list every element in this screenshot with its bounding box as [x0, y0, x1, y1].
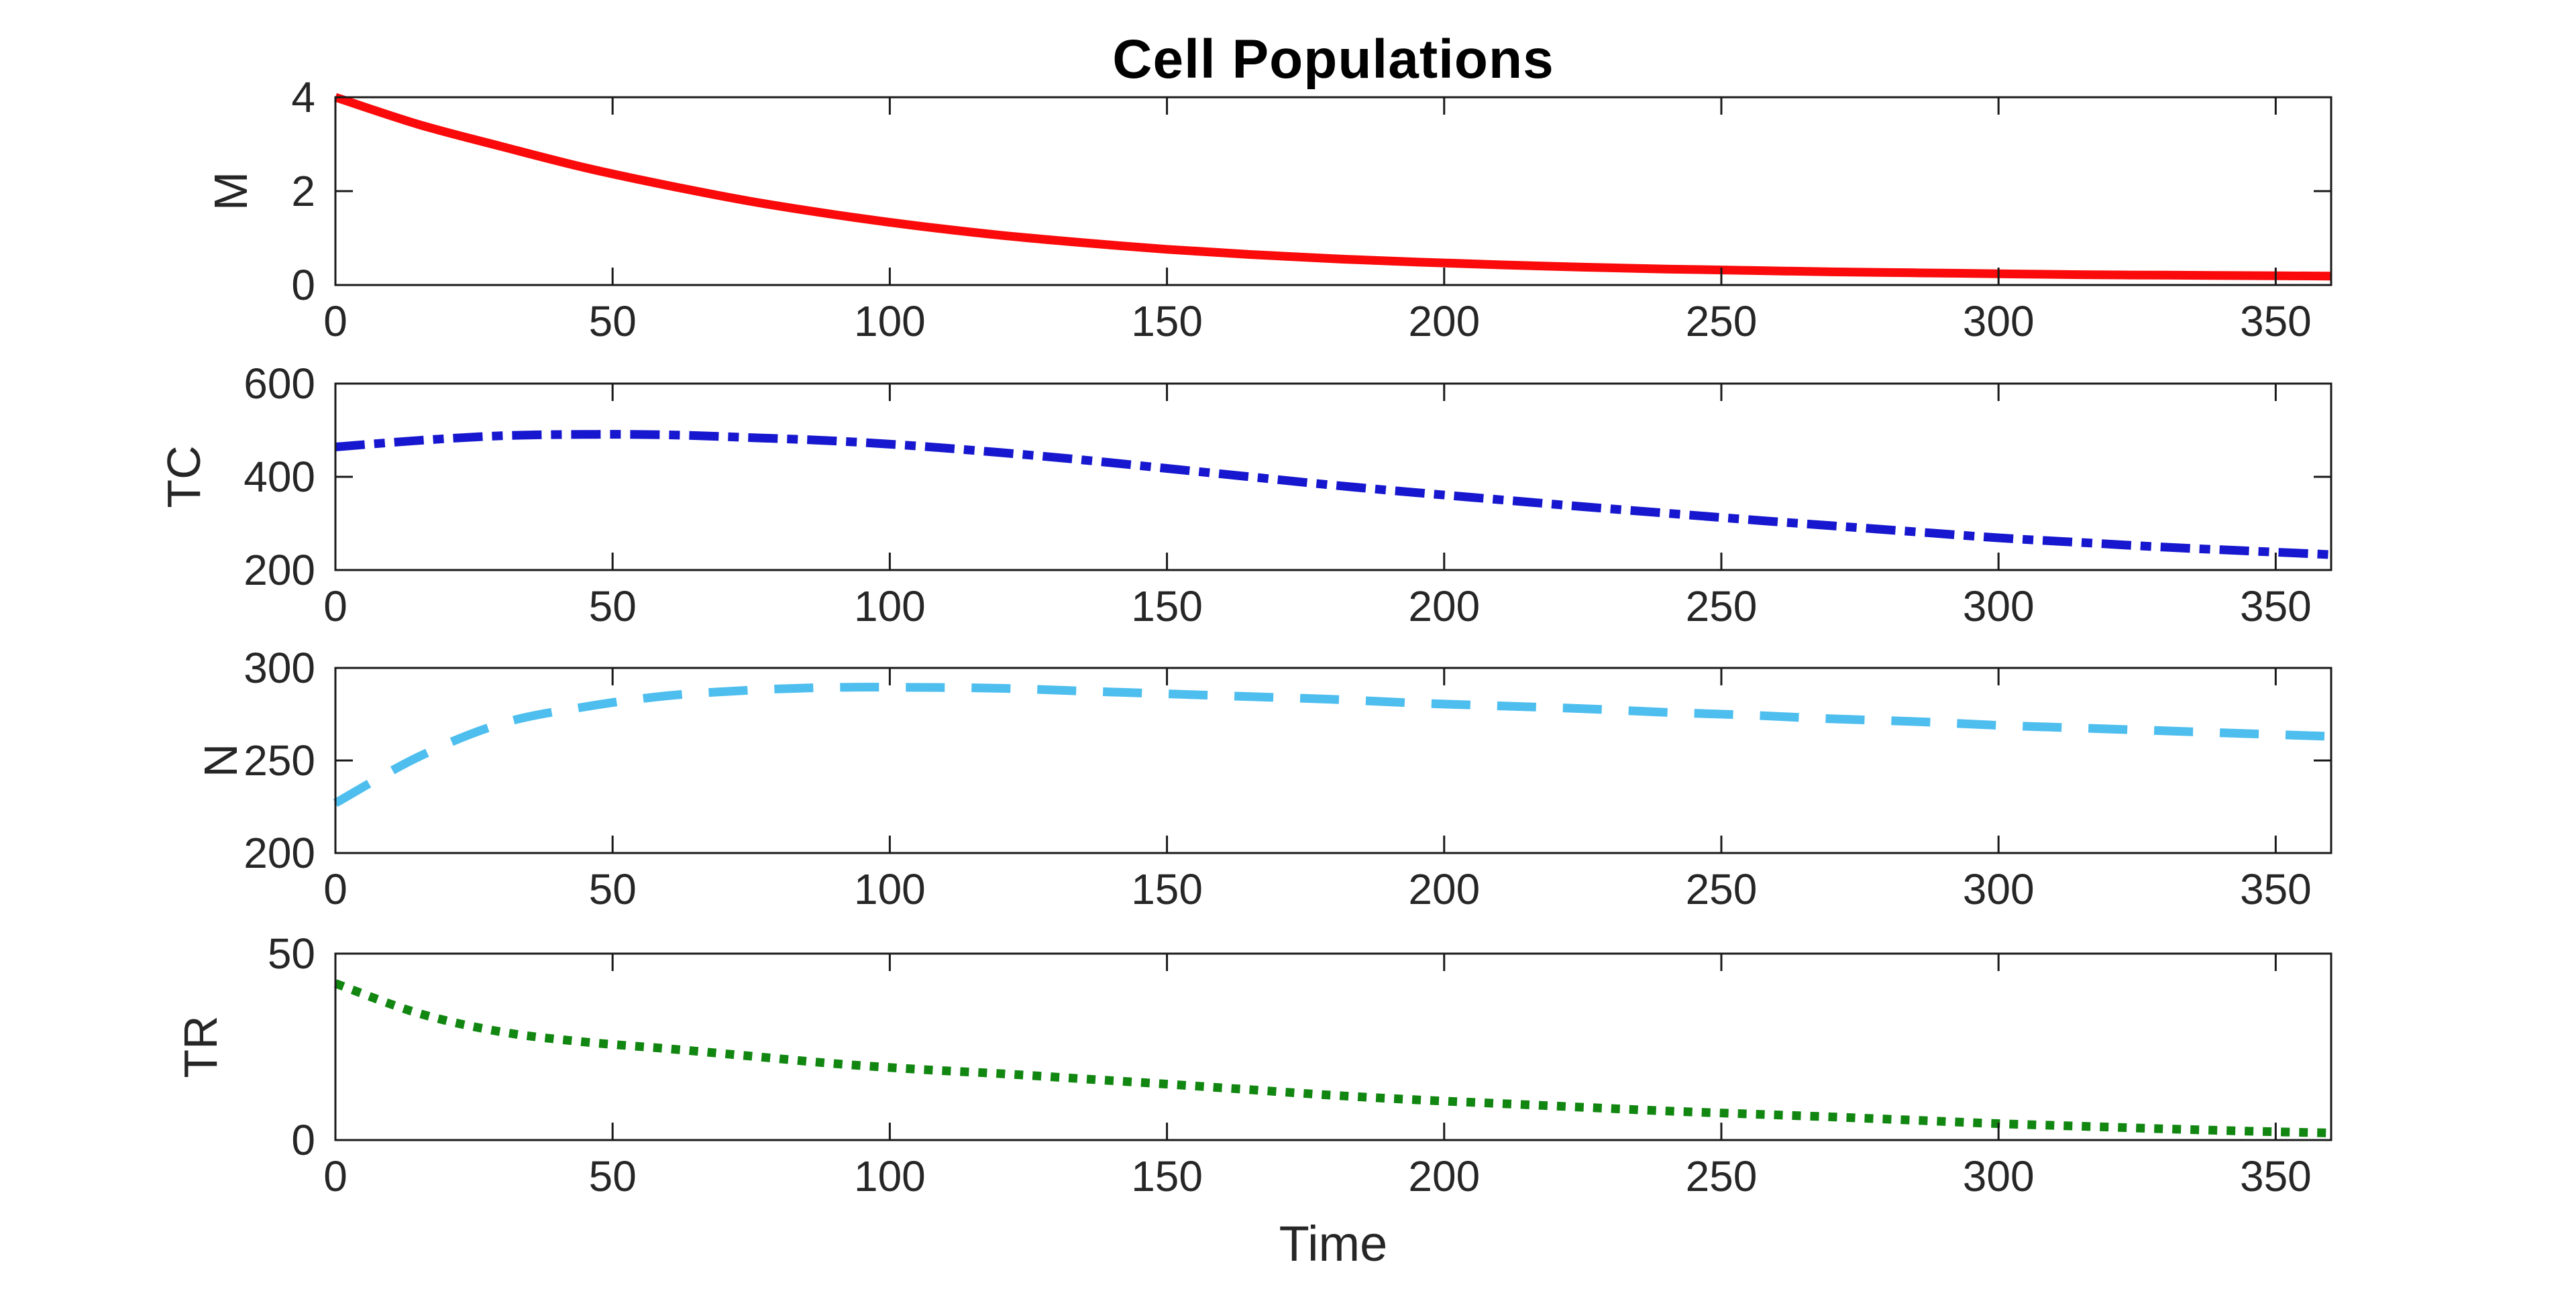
curve-M: [333, 93, 2332, 281]
y-tick-label: 0: [291, 1116, 315, 1164]
y-tick-label: 2: [291, 167, 315, 215]
x-tick-label: 100: [853, 865, 926, 913]
subplot-TR: [333, 952, 2332, 1141]
subplot-TC: [334, 382, 2332, 571]
x-tick-label: 350: [2239, 297, 2312, 345]
x-tick-label: 50: [588, 297, 637, 345]
x-tick-label: 200: [1408, 582, 1481, 630]
time-axis-label: Time: [1279, 1216, 1388, 1271]
curve-TC: [335, 430, 2332, 559]
x-tick-label: 350: [2239, 865, 2312, 913]
x-tick-label: 200: [1408, 297, 1481, 345]
x-tick-label: 250: [1685, 865, 1758, 913]
x-tick-label: 250: [1685, 297, 1758, 345]
y-tick-label: 250: [244, 736, 315, 785]
curve-TR: [333, 979, 2332, 1137]
x-tick-label: 350: [2239, 1152, 2312, 1200]
y-tick-label: 600: [244, 359, 315, 408]
y-tick-label: 50: [267, 929, 315, 978]
curve-N: [333, 683, 2332, 807]
x-tick-label: 0: [323, 297, 347, 345]
x-tick-label: 300: [1962, 297, 2035, 345]
x-tick-label: 350: [2239, 582, 2312, 630]
axes-box: [334, 952, 2332, 1141]
y-tick-label: 4: [291, 73, 315, 121]
x-tick-label: 50: [588, 1152, 637, 1200]
x-tick-label: 250: [1685, 582, 1758, 630]
subplot-M: [333, 93, 2332, 286]
x-tick-label: 250: [1685, 1152, 1758, 1200]
x-tick-label: 200: [1408, 865, 1481, 913]
x-tick-label: 150: [1131, 582, 1203, 630]
x-tick-label: 0: [323, 582, 347, 630]
x-tick-label: 150: [1131, 297, 1203, 345]
x-tick-label: 0: [323, 865, 347, 913]
x-tick-label: 300: [1962, 865, 2035, 913]
x-tick-label: 300: [1962, 1152, 2035, 1200]
x-tick-label: 150: [1131, 1152, 1203, 1200]
x-tick-label: 50: [588, 582, 637, 630]
x-tick-label: 300: [1962, 582, 2035, 630]
x-tick-label: 0: [323, 1152, 347, 1200]
x-tick-label: 50: [588, 865, 637, 913]
x-tick-label: 100: [853, 582, 926, 630]
x-tick-label: 150: [1131, 865, 1203, 913]
y-tick-label: 200: [244, 546, 315, 594]
y-tick-label: 400: [244, 453, 315, 501]
x-tick-label: 200: [1408, 1152, 1481, 1200]
x-tick-label: 100: [853, 297, 926, 345]
figure-title: Cell Populations: [1112, 29, 1554, 90]
y-tick-label: 300: [244, 644, 315, 692]
y-tick-label: 0: [291, 261, 315, 309]
subplot-N: [333, 667, 2332, 854]
x-tick-label: 100: [853, 1152, 926, 1200]
y-tick-label: 200: [244, 829, 315, 877]
